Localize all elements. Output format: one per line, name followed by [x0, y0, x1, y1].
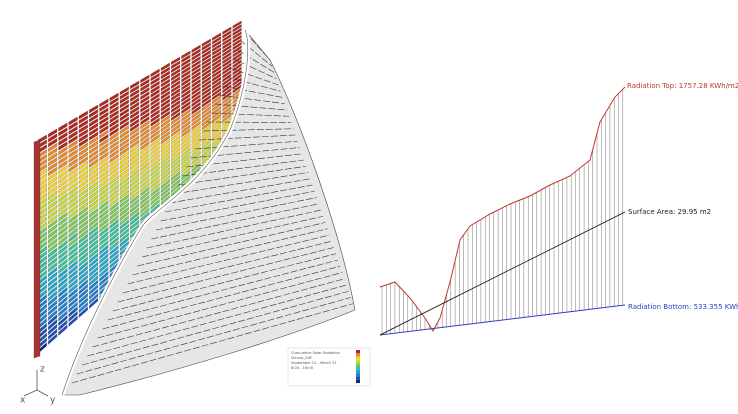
legend-line: Vienna_ZAF: [291, 356, 312, 360]
surface-area-label: Surface Area: 29.95 m2: [628, 208, 711, 216]
axis-x-label: x: [20, 396, 26, 406]
colorbar-cell: [356, 367, 360, 370]
colorbar-cell: [356, 357, 360, 360]
colorbar-cell: [356, 350, 360, 353]
legend-line: September 21 - March 21: [291, 361, 337, 365]
wall-edge: [34, 140, 40, 358]
colorbar-cell: [356, 370, 360, 373]
radiation-bottom-label: Radiation Bottom: 533.355 KWh/m2: [628, 303, 738, 311]
colorbar-cell: [356, 353, 360, 356]
colorbar: [356, 350, 360, 383]
legend-line: Cumulative Solar Radiation: [291, 351, 340, 355]
legend: Cumulative Solar Radiation Vienna_ZAF Se…: [288, 348, 370, 386]
axis-y-label: y: [50, 396, 56, 406]
colorbar-cell: [356, 363, 360, 366]
colorbar-cell: [356, 380, 360, 383]
colorbar-cell: [356, 376, 360, 379]
colorbar-cell: [356, 373, 360, 376]
legend-line: 8:00 - 16:00: [291, 366, 314, 370]
radiation-top-label: Radiation Top: 1757.28 KWh/m2: [627, 82, 738, 90]
colorbar-cell: [356, 360, 360, 363]
figure: Radiation Top: 1757.28 KWh/m2 Surface Ar…: [0, 0, 738, 414]
axis-z-label: z: [40, 365, 45, 375]
